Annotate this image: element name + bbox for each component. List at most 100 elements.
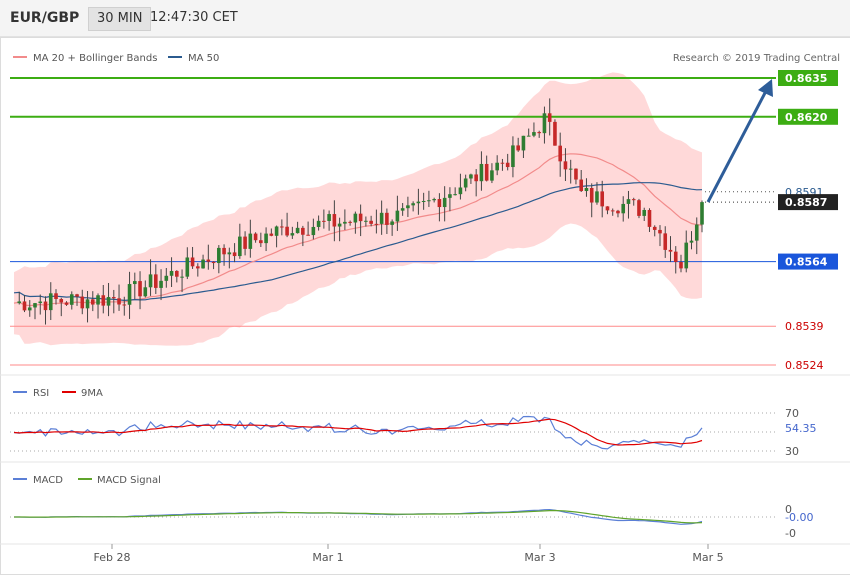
ma20-legend-label: MA 20 + Bollinger Bands [33,53,157,64]
candle-body [43,301,48,311]
candle-body [96,295,100,305]
candle-body [337,223,342,227]
candle-body [332,214,337,227]
candle-body [505,162,510,168]
candle-body [259,240,263,244]
candle-body [563,161,568,170]
candle-body [306,234,310,236]
candle-body [159,280,163,288]
rsi-line [13,415,703,450]
candle-body [442,197,447,208]
candle-body [64,302,69,305]
candle-body [484,163,489,181]
candle-body [253,233,258,241]
ma50-legend-label: MA 50 [188,53,219,64]
candle-body [605,206,610,211]
rsi-70-label: 70 [785,407,799,420]
candle-body [348,221,352,223]
candle-body [290,233,295,236]
candle-body [122,304,127,306]
candle-body [469,174,473,179]
candle-body [132,281,137,285]
candle-body [610,210,615,212]
rsi-ma-line [13,418,703,446]
candle-body [421,200,426,202]
candle-body [201,259,205,269]
candle-body [416,201,421,204]
candle-body [85,299,90,309]
price-level-layer [10,77,776,366]
candle-body [511,145,515,168]
price-label-last: 0.8587 [785,196,827,209]
candle-body [495,162,499,171]
price-label-support: 0.8539 [785,320,824,333]
x-tick-label: Mar 5 [692,551,723,564]
candle-body [673,251,678,262]
candle-body [642,209,647,216]
candle-body [311,226,316,236]
price-label-layer: 0.86350.86200.85910.85870.85640.85390.85… [778,70,838,372]
price-label-target: 0.8635 [785,72,827,85]
candle-body [106,297,111,306]
candle-body [427,200,431,202]
candle-body [542,113,547,134]
chart-frame [0,37,850,575]
rsi-value-label: 54.35 [785,422,817,435]
candle-body [143,287,148,297]
candle-body [138,281,142,297]
candle-body [694,224,699,241]
candle-body [631,199,636,201]
macd-neg-label: -0 [785,527,796,540]
candle-body [148,274,153,288]
price-label-box [778,194,838,211]
candle-body [616,210,620,214]
candle-body [269,233,274,236]
candle-body [474,174,478,182]
symbol-label: EUR/GBP [10,10,80,26]
rsi-panel: RSI 9MA 70 30 54.35 [10,388,817,458]
candle-body [574,168,578,180]
candle-body [17,301,22,304]
candle-body [553,121,557,146]
candle-body [458,187,463,195]
macd-value-label: -0.00 [785,511,813,524]
candle-body [232,252,237,257]
toolbar: EUR/GBP 30 MIN 12:47:30 CET [0,0,850,37]
candlestick-layer [17,98,704,325]
candle-body [295,227,300,234]
candle-body [169,270,174,276]
price-label-box [778,70,838,86]
candle-body [584,187,589,192]
timeframe-button[interactable]: 30 MIN [88,7,152,31]
macd-signal-line [14,509,703,524]
bollinger-band [14,72,702,346]
candle-body [532,132,536,136]
candle-body [621,203,626,214]
macd-signal-legend-label: MACD Signal [97,475,161,486]
clock-label: 12:47:30 CET [150,10,238,25]
candle-body [211,261,216,264]
candle-body [22,301,27,311]
price-label-pivot: 0.8564 [785,256,828,269]
candle-body [180,276,184,278]
candle-body [301,227,305,235]
candle-body [689,240,694,243]
x-tick-label: Mar 3 [524,551,555,564]
candle-body [364,220,368,222]
candle-body [75,294,79,297]
candle-body [668,249,673,252]
candle-body [353,213,358,223]
candle-body [80,296,85,309]
candle-body [679,261,683,269]
candle-body [316,220,321,227]
x-axis: Feb 28 Mar 1 Mar 3 Mar 5 [94,544,724,564]
candle-body [327,214,331,221]
candle-body [274,226,279,236]
candle-body [117,298,121,305]
candle-body [343,221,347,224]
candle-body [264,233,268,244]
candle-body [238,236,242,257]
candle-body [463,178,468,188]
candle-body [516,145,520,151]
candle-body [647,209,652,227]
